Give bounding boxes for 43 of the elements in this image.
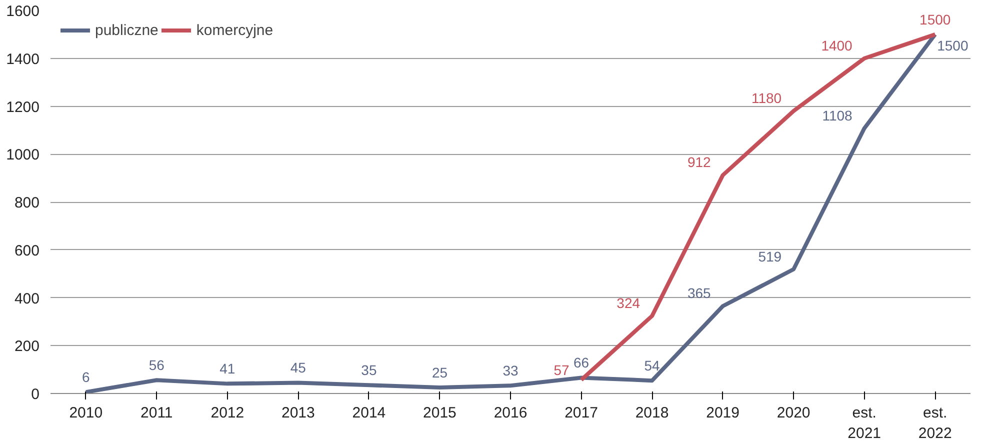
x-tick-label: 2011 [140,404,173,422]
x-tick-label: 2013 [282,404,315,422]
x-tick-label: 2017 [564,404,598,422]
data-label: 54 [644,358,660,374]
legend-label: publiczne [95,22,158,38]
data-label: 6 [82,369,90,386]
x-tick-label: 2015 [423,404,456,422]
data-label: 1500 [937,37,968,54]
data-label: 57 [554,362,570,378]
data-label: 1400 [821,37,853,54]
data-label: 519 [758,248,782,264]
y-tick-label: 200 [14,338,40,356]
x-tick-label: 2020 [776,404,810,422]
y-tick-label: 600 [14,242,40,260]
data-label: 66 [573,354,590,371]
data-label: 56 [148,357,165,374]
data-label: 912 [687,154,712,170]
data-label: 45 [290,360,306,376]
data-label: 35 [361,362,377,378]
data-label: 365 [687,285,712,302]
data-label: 1500 [920,11,951,28]
data-label: 25 [432,364,448,381]
y-tick-label: 400 [14,290,40,308]
x-tick-label: 2019 [706,404,740,422]
x-tick-label: 2016 [494,404,528,422]
y-tick-label: 1600 [6,3,40,20]
data-label: 41 [220,360,236,377]
data-label: 1180 [751,90,782,106]
x-tick-label: 2014 [352,404,386,422]
data-label: 1108 [822,107,853,124]
x-tick-label: 2010 [69,404,103,422]
x-tick-label: est. 2022 [918,404,952,442]
x-tick-label: 2012 [210,404,244,422]
y-tick-label: 1400 [6,50,40,68]
y-tick-label: 800 [14,194,40,212]
y-tick-label: 1000 [6,146,40,164]
data-label: 33 [502,362,518,379]
x-tick-label: est. 2021 [848,404,882,442]
legend-label: komercyjne [196,22,274,38]
y-tick-label: 1200 [6,98,40,116]
data-label: 324 [616,294,640,311]
y-tick-label: 0 [31,386,40,403]
x-tick-label: 2018 [635,404,669,422]
